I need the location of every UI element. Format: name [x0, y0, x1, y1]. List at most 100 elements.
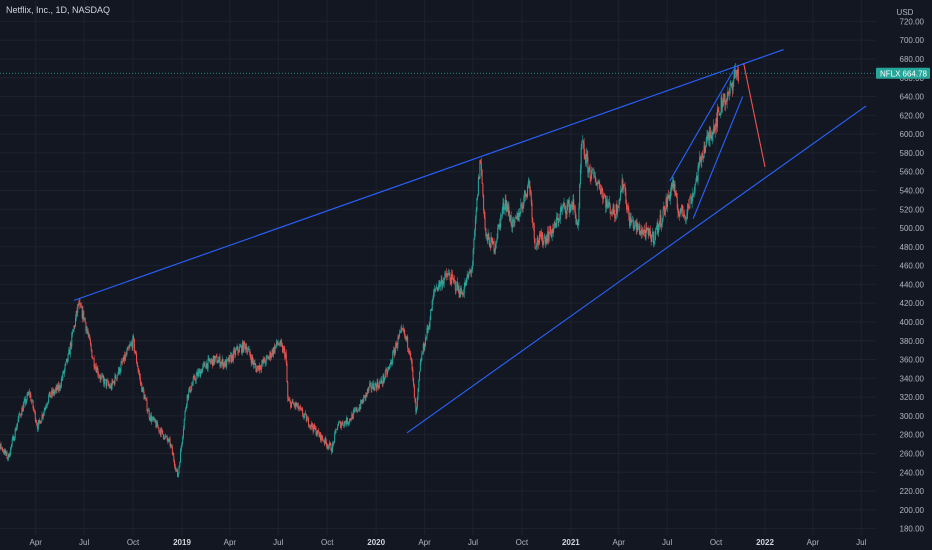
candle-body: [460, 287, 462, 297]
candle-body: [413, 377, 415, 386]
candle-body: [549, 226, 551, 234]
x-tick-label: Apr: [418, 538, 431, 547]
candle-body: [392, 351, 394, 363]
candle-body: [537, 237, 539, 243]
candle-body: [489, 246, 491, 249]
candle-body: [480, 163, 482, 171]
candle-body: [463, 286, 465, 294]
candle-body: [137, 366, 139, 371]
candle-body: [620, 190, 622, 193]
candle-body: [77, 304, 79, 313]
candle-body: [509, 214, 511, 221]
candle-body: [551, 228, 553, 237]
candle-body: [249, 348, 251, 355]
candle-body: [343, 425, 345, 426]
candle-body: [416, 397, 418, 408]
y-tick-label: 720.00: [900, 17, 925, 26]
candle-body: [565, 206, 567, 214]
x-tick-label: 2019: [173, 538, 191, 547]
x-tick-label: Oct: [710, 538, 723, 547]
candle-body: [371, 388, 373, 390]
candle-body: [39, 420, 41, 421]
candle-body: [673, 179, 675, 188]
candle-body: [514, 217, 516, 223]
candle-body: [68, 349, 70, 354]
candle-body: [239, 346, 241, 348]
candle-body: [343, 421, 345, 426]
candle-body: [641, 229, 643, 235]
candle-body: [640, 234, 642, 235]
candle-body: [103, 378, 105, 385]
candle-body: [674, 183, 676, 195]
price-axis[interactable]: USD 180.00 200.00 220.00 240.00 260.00 280.00…: [897, 8, 925, 534]
candle-body: [296, 405, 298, 407]
candle-body: [233, 349, 235, 351]
candle-body: [318, 432, 320, 437]
candle-body: [639, 226, 641, 235]
candle-body: [43, 409, 45, 414]
candle-body: [276, 340, 278, 345]
candle-body: [169, 439, 171, 446]
candle-body: [658, 224, 660, 225]
candle-body: [74, 325, 76, 327]
candle-body: [692, 193, 694, 197]
candle-body: [244, 341, 246, 345]
candle-body: [575, 214, 577, 224]
candle-body: [367, 389, 369, 391]
candle-body: [582, 141, 584, 144]
candle-body: [191, 383, 193, 386]
candle-body: [681, 204, 683, 211]
candle-body: [150, 415, 152, 420]
candle-body: [104, 378, 106, 380]
chart-grid: [0, 0, 876, 535]
candle-body: [268, 356, 270, 360]
candle-body: [353, 410, 355, 412]
candle-body: [727, 92, 729, 99]
candle-body: [94, 366, 96, 369]
candle-body: [121, 361, 123, 364]
candle-body: [351, 413, 353, 420]
channel-left-line: [669, 68, 736, 182]
candle-body: [174, 466, 176, 470]
candle-body: [136, 362, 138, 367]
candle-body: [201, 368, 203, 374]
candle-body: [546, 238, 548, 243]
candle-body: [107, 381, 109, 382]
candle-body: [265, 356, 267, 364]
candle-body: [115, 375, 117, 379]
candle-body: [728, 93, 730, 94]
candle-body: [8, 453, 10, 457]
candle-body: [79, 302, 81, 304]
candle-body: [589, 167, 591, 178]
time-axis[interactable]: Apr Jul Oct 2019 Apr Jul Oct 2020 Apr Jul Oct 2021 A…: [29, 538, 866, 547]
candle-body: [135, 352, 137, 354]
candle-body: [383, 375, 385, 381]
candle-body: [618, 199, 620, 208]
candle-body: [538, 242, 540, 244]
candle-body: [25, 400, 27, 404]
candle-body: [705, 137, 707, 147]
candle-body: [132, 336, 134, 348]
candle-body: [280, 340, 282, 344]
candle-body: [369, 383, 371, 384]
candle-body: [200, 370, 202, 374]
candle-body: [488, 233, 490, 239]
candle-body: [48, 391, 50, 396]
candle-body: [93, 358, 95, 367]
candle-body: [454, 279, 456, 282]
candle-body: [80, 303, 82, 308]
candle-body: [485, 228, 487, 236]
candle-body: [656, 222, 658, 230]
candle-body: [445, 273, 447, 274]
candle-body: [600, 188, 602, 194]
x-tick-label: Apr: [612, 538, 625, 547]
candle-body: [131, 342, 133, 348]
channel-right-line: [692, 96, 744, 219]
candle-body: [419, 362, 421, 372]
candle-body: [475, 210, 477, 220]
candle-body: [237, 346, 239, 352]
candle-body: [279, 340, 281, 346]
candle-body: [211, 359, 213, 361]
candle-body: [402, 328, 404, 331]
